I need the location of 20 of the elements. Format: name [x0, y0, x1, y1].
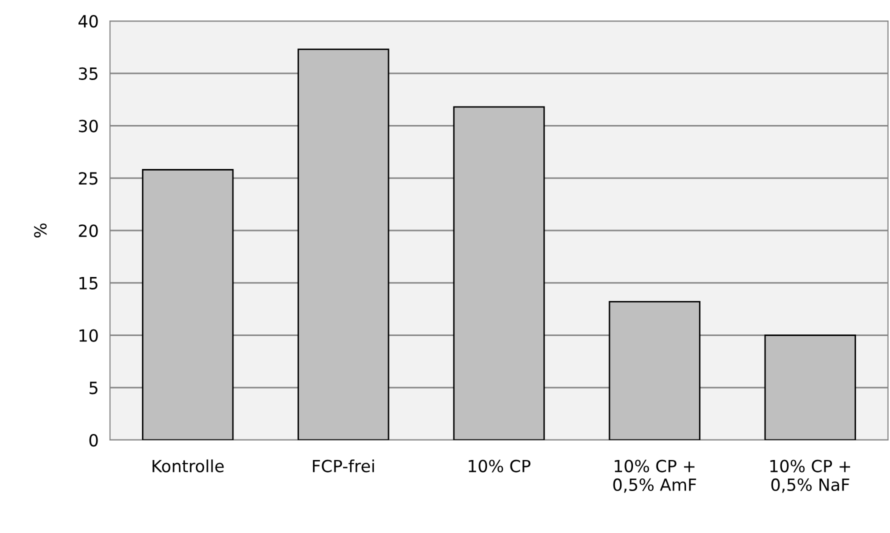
bar: [453, 106, 545, 440]
y-tick-label: 15: [80, 277, 98, 290]
y-tick-label: 30: [78, 120, 98, 132]
bar: [608, 301, 700, 440]
x-tick-label: FCP-frei: [312, 459, 374, 472]
y-tick-label: 20: [78, 224, 98, 238]
y-tick-label: 25: [78, 172, 98, 185]
x-tick-label: 10% CP: [468, 460, 530, 472]
x-tick-label: Kontrolle: [152, 459, 224, 472]
x-tick-label: 10% CP + 0,5% AmF: [613, 460, 696, 493]
x-tick-label: 10% CP + 0,5% NaF: [770, 460, 850, 493]
y-tick-label: 40: [78, 14, 98, 28]
y-axis-title: %: [34, 224, 47, 238]
y-tick-label: 10: [80, 329, 98, 342]
y-tick-label: 0: [89, 434, 98, 447]
bar: [298, 48, 390, 440]
y-tick-label: 5: [90, 382, 98, 394]
y-tick-label: 35: [78, 67, 98, 80]
bar: [142, 169, 234, 440]
bar: [764, 334, 856, 440]
